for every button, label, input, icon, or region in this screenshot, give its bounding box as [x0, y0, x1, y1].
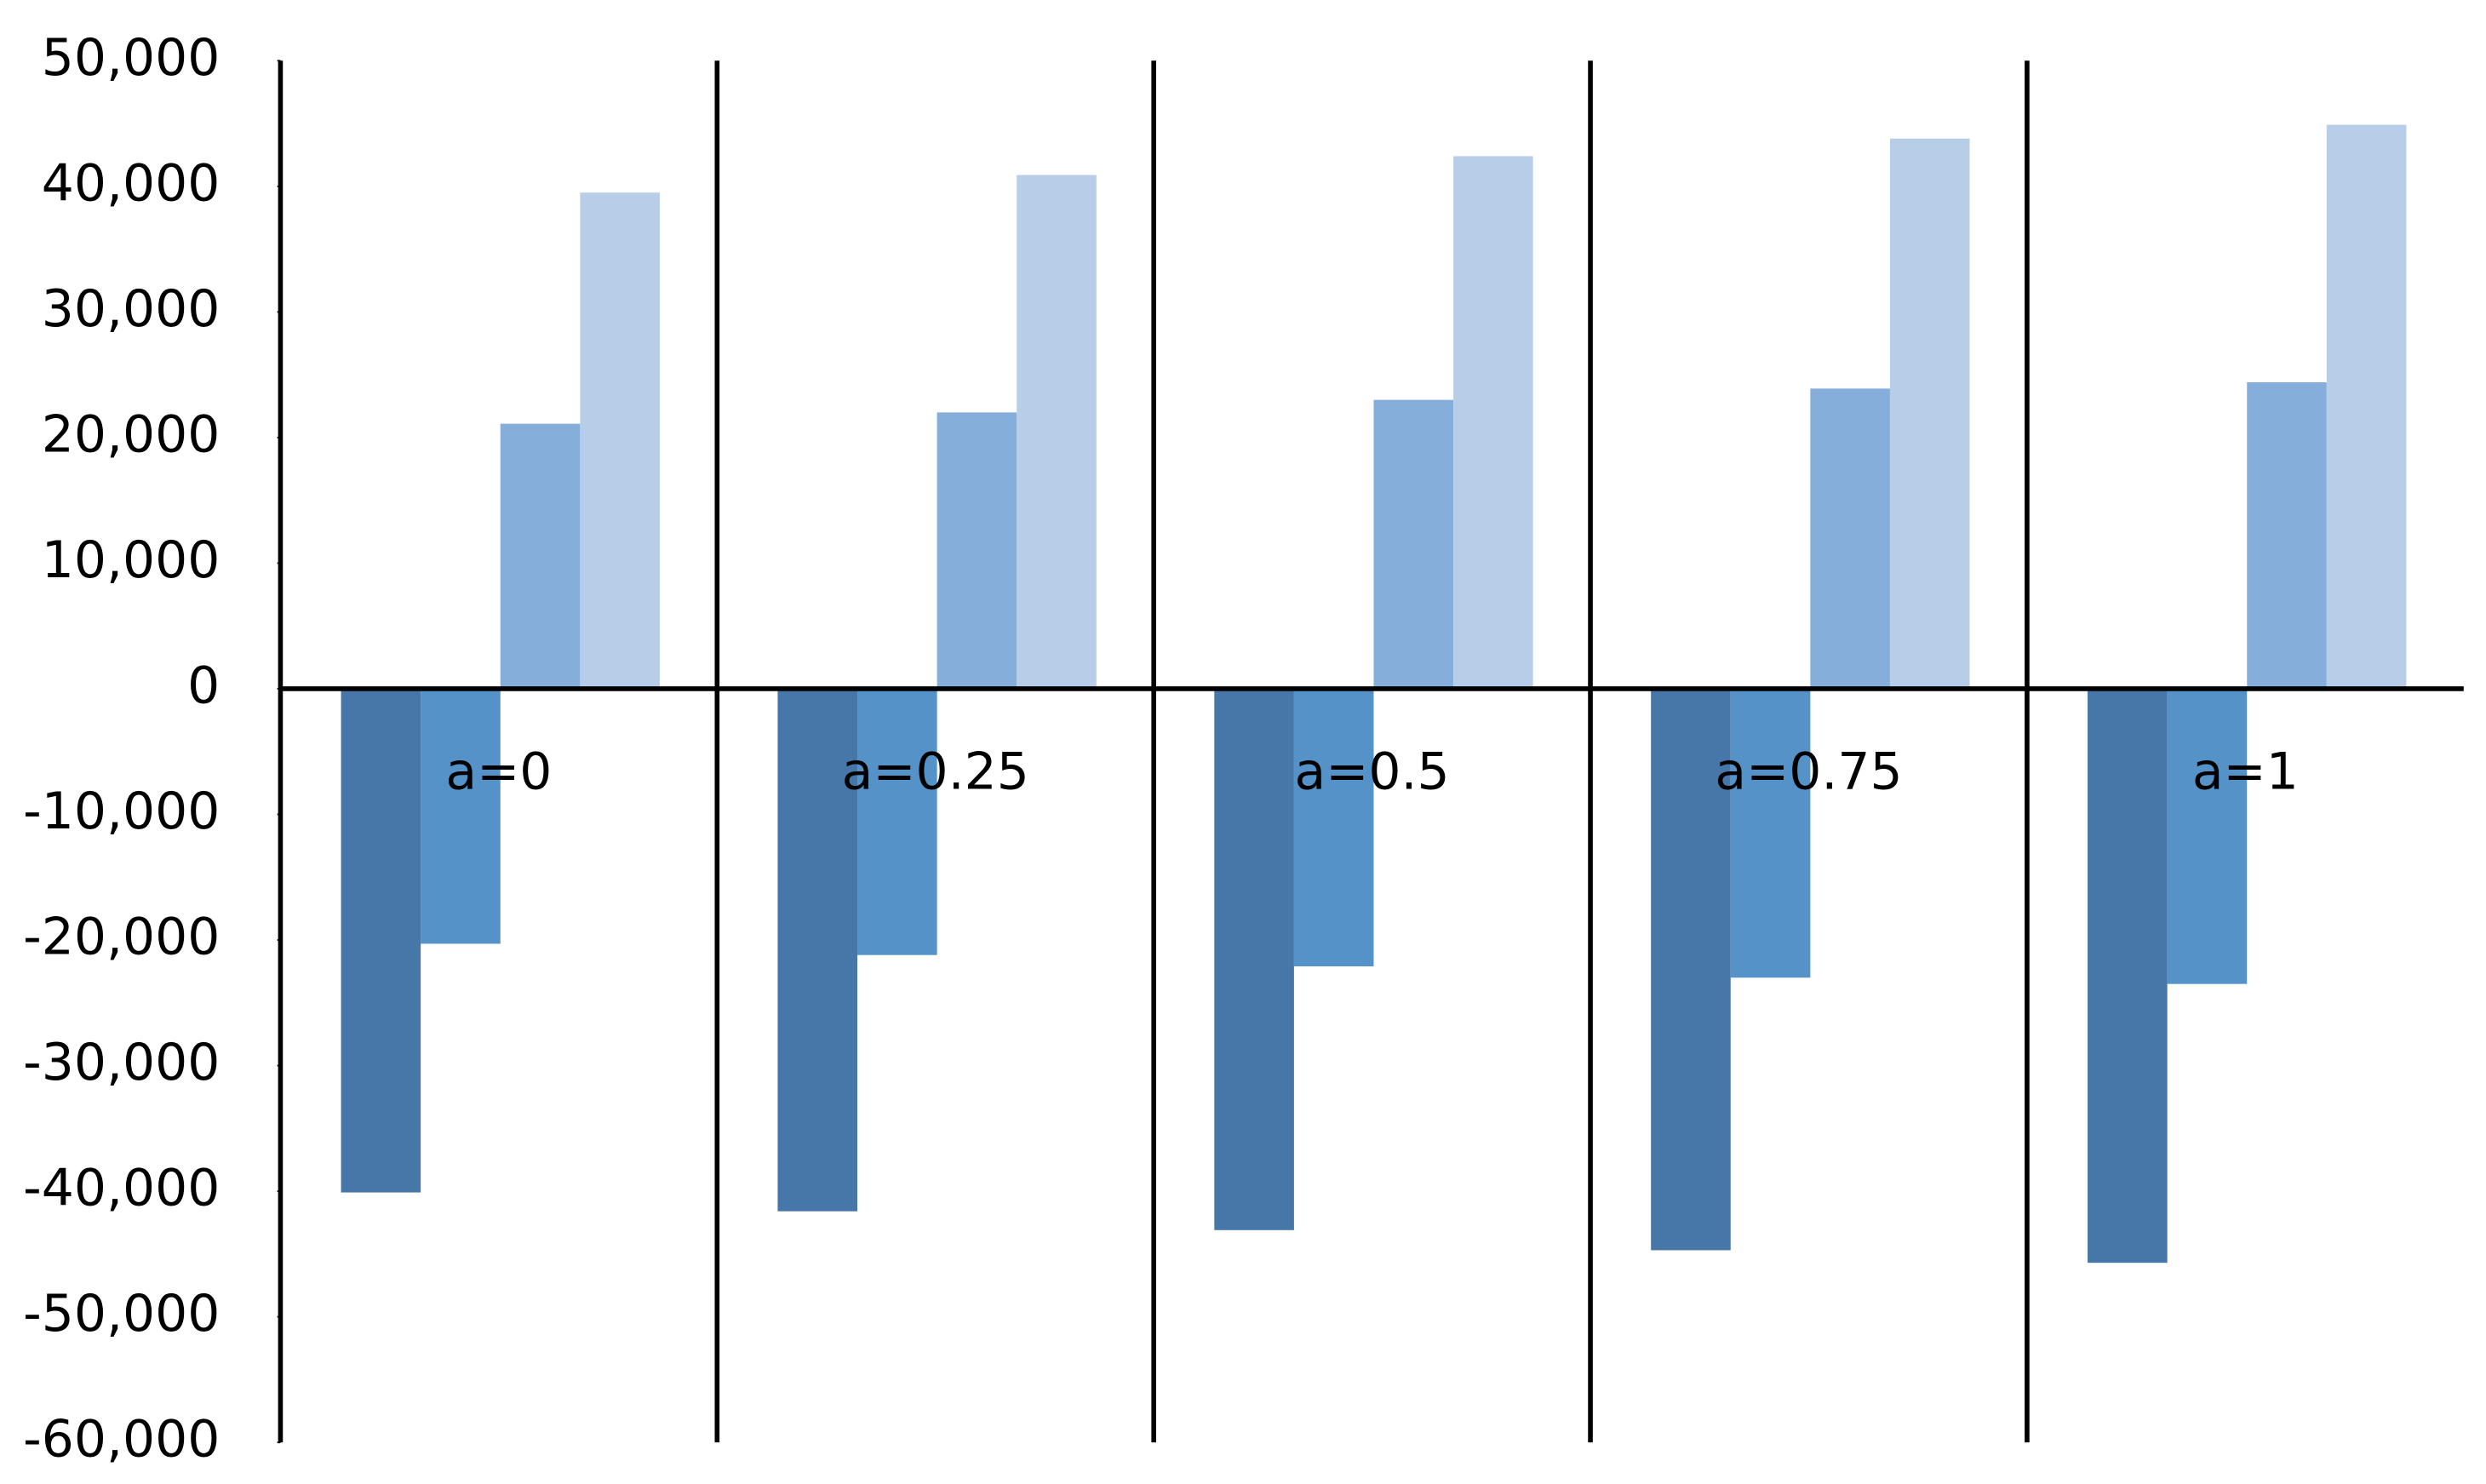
bar — [937, 412, 1017, 689]
bar — [2247, 381, 2327, 689]
y-tick-label: -40,000 — [23, 1159, 220, 1218]
y-tick-label: 10,000 — [42, 530, 221, 590]
y-tick-label: -20,000 — [23, 908, 220, 967]
bar — [1373, 399, 1454, 689]
category-label: a=0 — [445, 742, 552, 802]
y-tick-label: 30,000 — [42, 279, 221, 339]
category-label: a=0.75 — [1715, 742, 1902, 802]
bar — [580, 192, 660, 689]
bar — [777, 688, 858, 1212]
y-tick-label: 50,000 — [42, 28, 221, 88]
y-tick-label: -30,000 — [23, 1033, 220, 1092]
y-tick-label: -60,000 — [23, 1410, 220, 1470]
category-label: a=0.25 — [842, 742, 1029, 802]
bar — [341, 688, 421, 1193]
bar — [1730, 688, 1811, 978]
bar — [1889, 138, 1970, 689]
bar — [1810, 388, 1890, 689]
y-tick-label: 20,000 — [42, 404, 221, 464]
bar — [2088, 688, 2168, 1263]
y-tick-label: -50,000 — [23, 1284, 220, 1344]
bar — [1017, 175, 1097, 689]
category-label: a=1 — [2192, 742, 2299, 802]
bar — [500, 423, 581, 689]
y-tick-label: 0 — [187, 656, 220, 716]
category-label: a=0.5 — [1295, 742, 1450, 802]
bar — [857, 688, 937, 955]
bar — [2167, 688, 2248, 984]
bar — [1214, 688, 1294, 1230]
bar — [421, 688, 501, 944]
bar — [1651, 688, 1731, 1251]
y-tick-label: -10,000 — [23, 782, 220, 841]
bar — [1453, 156, 1533, 689]
bar — [2326, 124, 2407, 689]
y-tick-label: 40,000 — [42, 153, 221, 213]
bar — [1293, 688, 1374, 967]
